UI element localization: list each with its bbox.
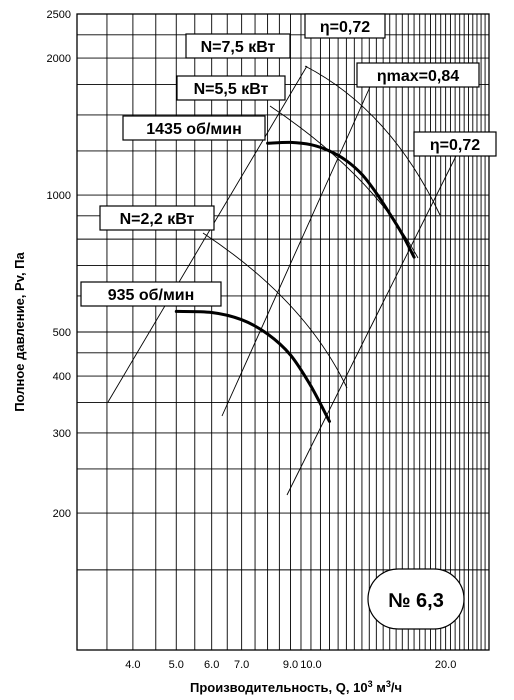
x-tick-label: 5.0 bbox=[169, 659, 184, 671]
label-eta-max-text: ηmax=0,84 bbox=[377, 68, 459, 85]
label-power-5-5: N=5,5 кВт bbox=[176, 75, 286, 101]
x-tick-label: 10.0 bbox=[300, 659, 321, 671]
speed-curves bbox=[174, 140, 416, 423]
efficiency-max-line bbox=[221, 77, 375, 417]
label-power-2-2: N=2,2 кВт bbox=[99, 205, 215, 231]
x-axis-title: Производительность, Q, 103 м3/ч bbox=[190, 679, 402, 695]
x-tick-label: 7.0 bbox=[234, 659, 249, 671]
efficiency-line-left bbox=[107, 65, 308, 403]
label-eta-right-text: η=0,72 bbox=[430, 137, 480, 154]
y-tick-label: 500 bbox=[53, 327, 71, 339]
label-power-5-5-text: N=5,5 кВт bbox=[194, 81, 269, 98]
label-power-7-5: N=7,5 кВт bbox=[185, 33, 291, 59]
label-power-2-2-text: N=2,2 кВт bbox=[120, 211, 195, 228]
y-tick-label: 200 bbox=[53, 508, 71, 520]
label-power-7-5-text: N=7,5 кВт bbox=[201, 39, 276, 56]
grid bbox=[77, 14, 489, 650]
efficiency-and-power-lines bbox=[107, 65, 459, 496]
label-eta-max: ηmax=0,84 bbox=[356, 62, 480, 88]
power-arc-5-5kw bbox=[269, 105, 419, 259]
label-eta-top: η=0,72 bbox=[304, 13, 386, 39]
model-badge-text: № 6,3 bbox=[388, 590, 444, 612]
label-speed-1435-text: 1435 об/мин bbox=[146, 121, 241, 138]
y-tick-label: 1000 bbox=[47, 190, 71, 202]
efficiency-line-right bbox=[286, 151, 459, 496]
y-tick-label: 400 bbox=[53, 371, 71, 383]
speed-curve-935 bbox=[174, 309, 331, 423]
power-arc-7-5kw bbox=[304, 65, 441, 216]
y-tick-label: 300 bbox=[53, 428, 71, 440]
label-eta-right: η=0,72 bbox=[413, 131, 497, 157]
y-tick-label: 2500 bbox=[47, 9, 71, 21]
plot-frame bbox=[76, 13, 490, 651]
x-tick-label: 6.0 bbox=[204, 659, 219, 671]
label-speed-935-text: 935 об/мин bbox=[108, 287, 195, 304]
label-speed-1435: 1435 об/мин bbox=[122, 115, 266, 141]
x-tick-label: 9.0 bbox=[283, 659, 298, 671]
y-axis-ticks: 2500 2000 1000 500 400 300 200 bbox=[47, 9, 71, 520]
power-arc-2-2kw bbox=[202, 232, 348, 389]
model-badge: № 6,3 bbox=[367, 568, 465, 630]
x-axis-ticks: 4.0 5.0 6.0 7.0 9.0 10.0 20.0 bbox=[125, 659, 456, 671]
x-tick-label: 20.0 bbox=[435, 659, 456, 671]
label-eta-top-text: η=0,72 bbox=[320, 19, 370, 36]
x-tick-label: 4.0 bbox=[125, 659, 140, 671]
label-speed-935: 935 об/мин bbox=[80, 281, 222, 307]
y-axis-title: Полное давление, Pv, Па bbox=[12, 251, 27, 411]
y-tick-label: 2000 bbox=[47, 53, 71, 65]
speed-curve-1435 bbox=[266, 140, 416, 259]
